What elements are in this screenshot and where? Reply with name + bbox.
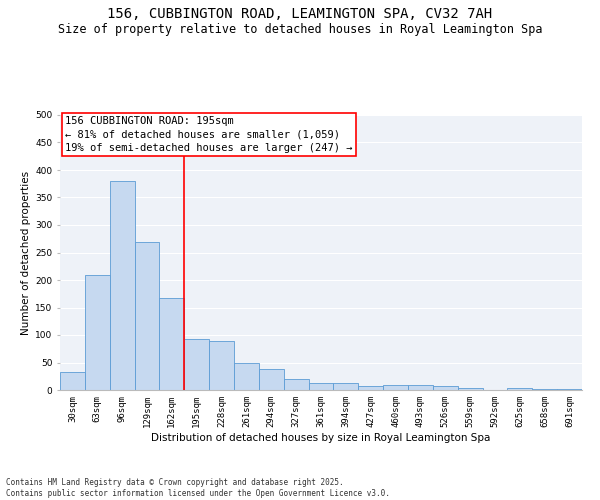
Bar	[259, 369, 284, 390]
Bar	[308, 384, 334, 390]
Bar	[60, 372, 85, 390]
Bar	[433, 386, 458, 390]
X-axis label: Distribution of detached houses by size in Royal Leamington Spa: Distribution of detached houses by size …	[151, 432, 491, 442]
Text: 156, CUBBINGTON ROAD, LEAMINGTON SPA, CV32 7AH: 156, CUBBINGTON ROAD, LEAMINGTON SPA, CV…	[107, 8, 493, 22]
Bar	[110, 181, 134, 390]
Bar	[85, 274, 110, 390]
Bar	[184, 339, 209, 390]
Text: Contains HM Land Registry data © Crown copyright and database right 2025.
Contai: Contains HM Land Registry data © Crown c…	[6, 478, 390, 498]
Bar	[160, 298, 184, 390]
Bar	[508, 388, 532, 390]
Bar	[408, 384, 433, 390]
Bar	[383, 384, 408, 390]
Text: 156 CUBBINGTON ROAD: 195sqm
← 81% of detached houses are smaller (1,059)
19% of : 156 CUBBINGTON ROAD: 195sqm ← 81% of det…	[65, 116, 353, 153]
Bar	[284, 379, 308, 390]
Bar	[234, 362, 259, 390]
Y-axis label: Number of detached properties: Number of detached properties	[21, 170, 31, 334]
Bar	[358, 386, 383, 390]
Text: Size of property relative to detached houses in Royal Leamington Spa: Size of property relative to detached ho…	[58, 22, 542, 36]
Bar	[134, 242, 160, 390]
Bar	[334, 384, 358, 390]
Bar	[209, 340, 234, 390]
Bar	[458, 388, 482, 390]
